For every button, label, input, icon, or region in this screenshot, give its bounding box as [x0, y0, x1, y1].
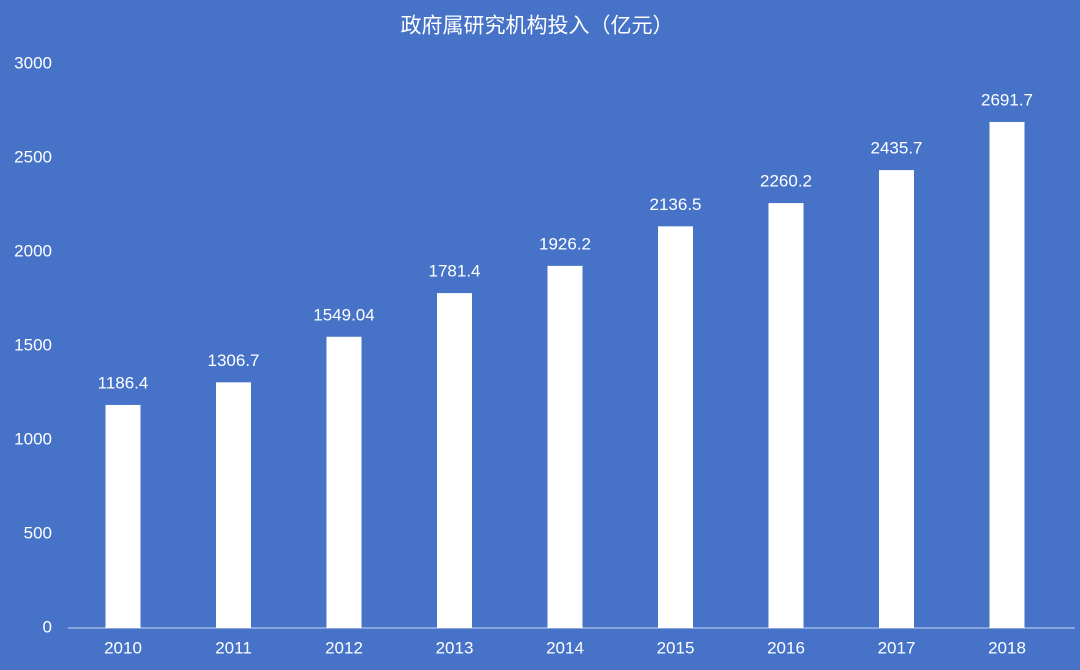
data-label: 1306.7	[208, 351, 260, 370]
x-tick-label: 2015	[657, 638, 695, 657]
y-tick-label: 500	[24, 523, 52, 542]
y-tick-label: 3000	[14, 53, 52, 72]
data-label: 1549.04	[313, 305, 374, 324]
x-tick-label: 2018	[988, 638, 1026, 657]
data-label: 1926.2	[539, 234, 591, 253]
x-tick-label: 2012	[325, 638, 363, 657]
x-tick-label: 2011	[215, 638, 252, 657]
bar	[879, 170, 914, 629]
x-tick-label: 2017	[878, 638, 916, 657]
bar	[216, 382, 251, 628]
bar	[326, 336, 362, 628]
data-label: 2136.5	[650, 195, 702, 214]
y-tick-label: 1000	[14, 429, 52, 448]
bar	[989, 121, 1025, 629]
data-label: 1781.4	[429, 262, 481, 281]
data-label: 2691.7	[981, 90, 1033, 109]
y-tick-label: 2000	[14, 241, 52, 260]
data-label: 1186.4	[98, 373, 149, 392]
x-tick-label: 2016	[767, 638, 805, 657]
y-tick-label: 1500	[14, 335, 52, 354]
bar	[105, 404, 141, 628]
bar	[768, 203, 804, 628]
x-tick-label: 2010	[104, 638, 142, 657]
x-tick-label: 2014	[546, 638, 584, 657]
y-tick-label: 2500	[14, 147, 52, 166]
bar	[658, 226, 693, 628]
y-tick-label: 0	[43, 617, 52, 636]
x-tick-label: 2013	[436, 638, 474, 657]
data-label: 2435.7	[871, 139, 923, 158]
bar	[437, 293, 472, 628]
chart-title: 政府属研究机构投入（亿元）	[401, 15, 674, 38]
bar	[547, 265, 583, 628]
data-label: 2260.2	[760, 172, 812, 191]
